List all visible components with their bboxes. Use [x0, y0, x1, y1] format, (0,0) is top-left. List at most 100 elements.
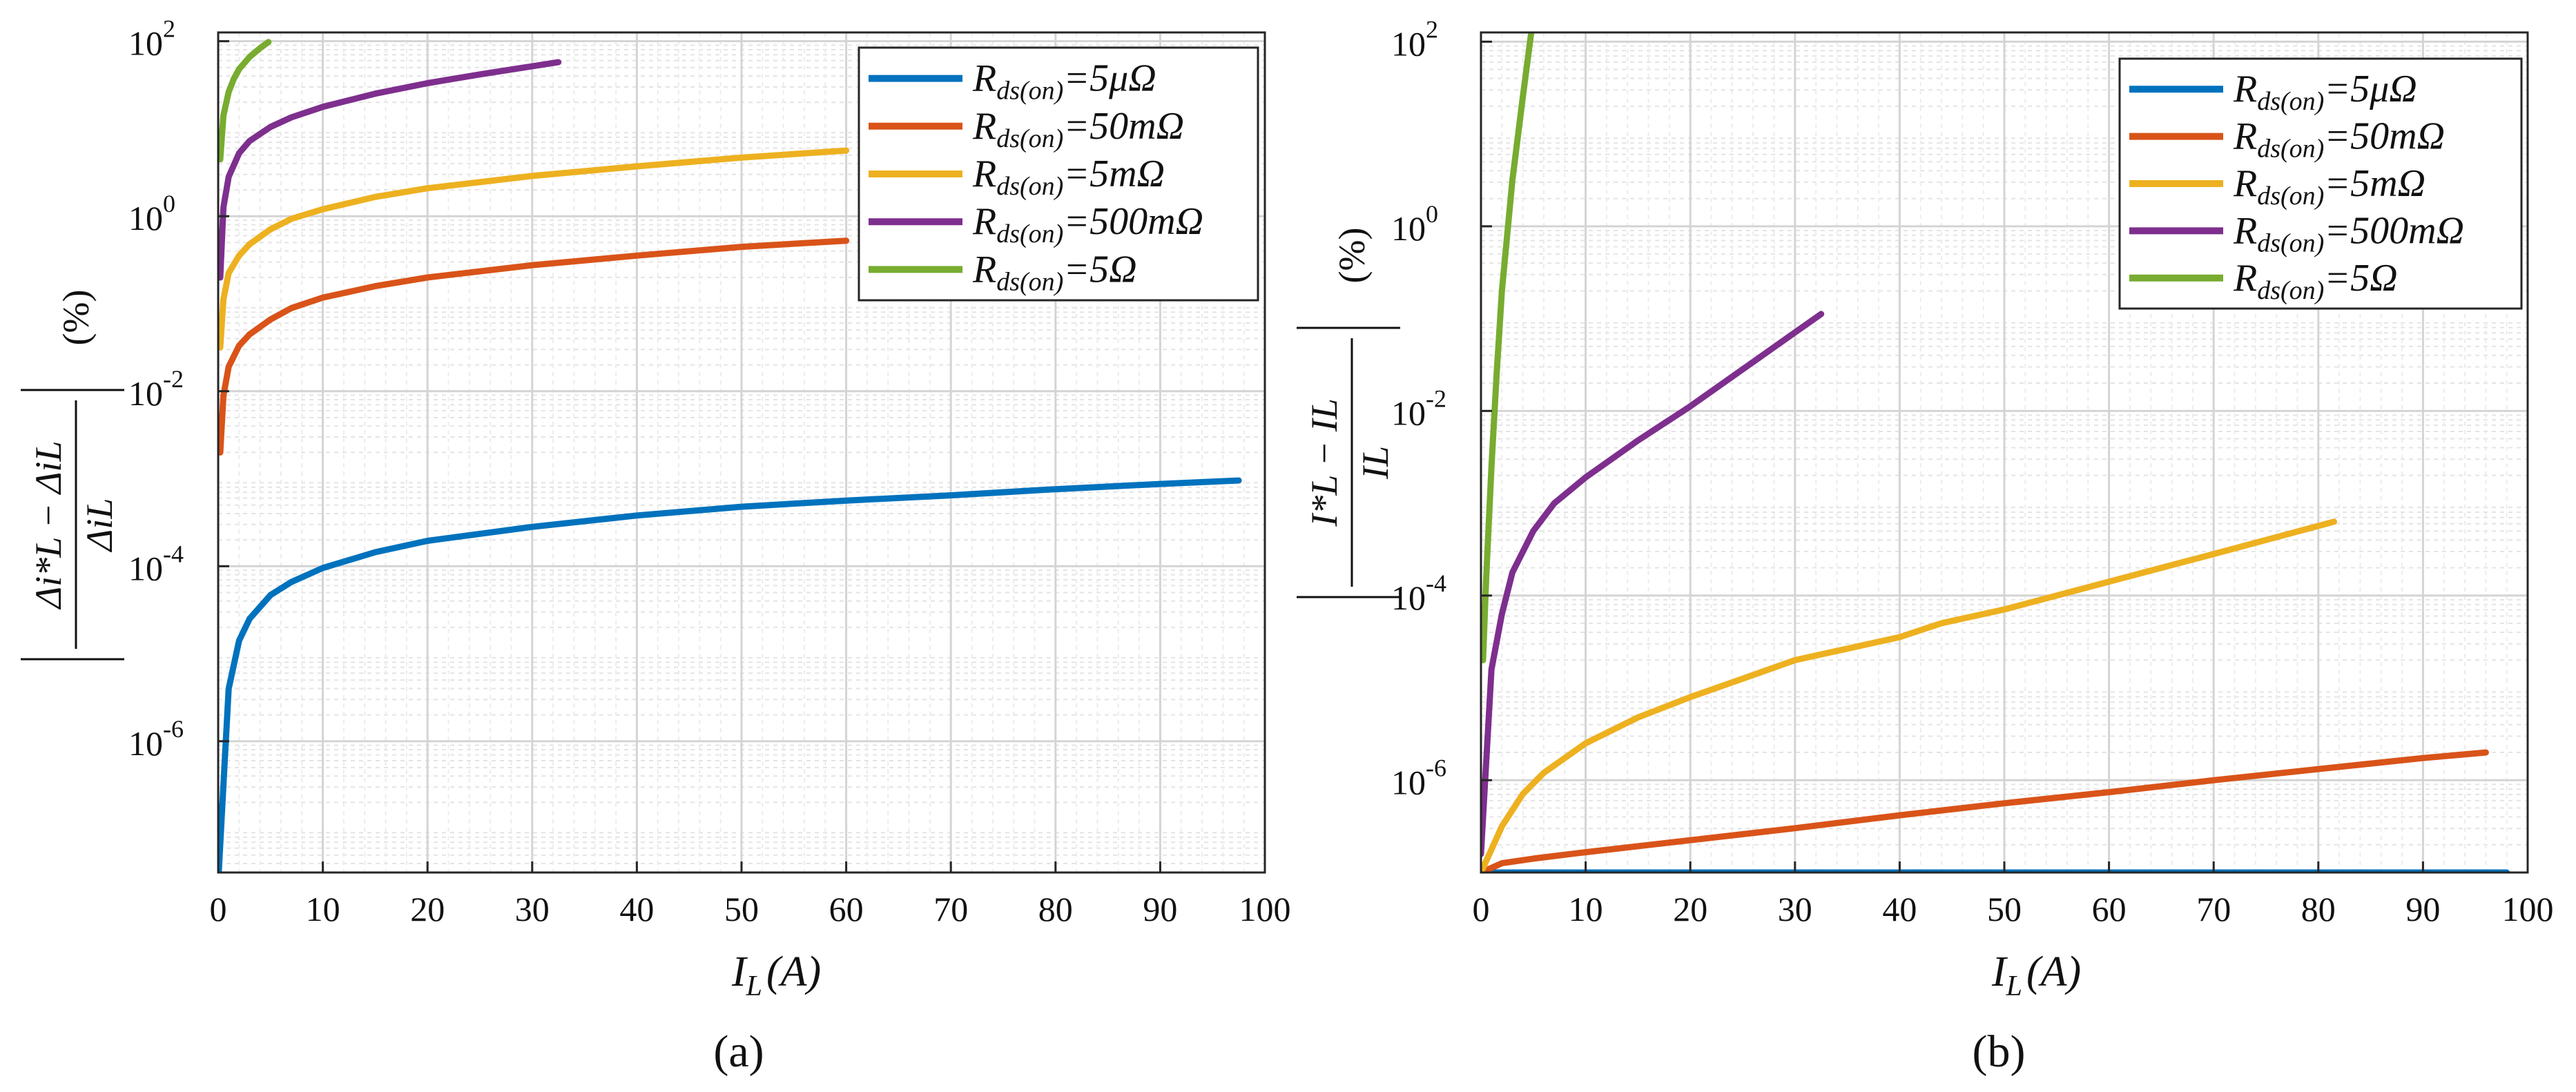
y-tick-label: 102: [128, 15, 175, 63]
y-tick-base: 10: [128, 549, 163, 587]
x-tick-label: 70: [2196, 890, 2231, 928]
y-tick-base: 10: [128, 199, 163, 237]
x-tick-label: 40: [619, 890, 654, 928]
y-tick-label: 100: [128, 190, 175, 237]
legend-entry: Rds(on)=50mΩ: [2233, 115, 2445, 164]
x-tick-label: 30: [515, 890, 550, 928]
y-tick-exponent: 0: [1426, 200, 1438, 228]
legend-label-main: R: [2233, 162, 2257, 205]
chart-panel-b: 0 10 20 30 40 50 60 70 80 90 10010210010-210-410-6…: [1297, 15, 2554, 1077]
y-tick-base: 10: [1391, 209, 1426, 248]
y-label-unit: (%): [55, 290, 97, 346]
legend-label-main: R: [2233, 68, 2257, 110]
series-line: [1481, 518, 2337, 872]
legend-label-sub: ds(on): [996, 77, 1063, 106]
legend-entry: Rds(on)=5μΩ: [2233, 68, 2417, 116]
x-axis-label: IL(A): [731, 948, 821, 1002]
y-tick-label: 10-2: [1391, 384, 1446, 432]
series-line: [218, 39, 272, 163]
y-tick-exponent: -6: [163, 715, 184, 743]
y-tick-base: 10: [1391, 763, 1426, 801]
legend-label-value: =5mΩ: [1063, 153, 1165, 195]
legend-label-sub: ds(on): [996, 172, 1063, 201]
x-tick-label: 100: [2502, 890, 2554, 928]
legend-label-value: =500mΩ: [2324, 209, 2464, 252]
y-tick-exponent: -6: [1426, 754, 1446, 781]
x-label-main: I: [1991, 948, 2008, 995]
legend-label-sub: ds(on): [996, 124, 1063, 153]
y-tick-label: 10-6: [1391, 754, 1446, 801]
x-tick-label: 60: [2092, 890, 2127, 928]
legend-entry: Rds(on)=500mΩ: [972, 200, 1203, 248]
y-tick-label: 102: [1391, 15, 1438, 63]
legend: Rds(on)=5μΩRds(on)=50mΩRds(on)=5mΩRds(on…: [2118, 57, 2523, 310]
x-tick-label: 10: [306, 890, 340, 928]
legend-label-sub: ds(on): [2257, 87, 2324, 116]
y-label-numerator: Δi*L − ΔiL: [28, 441, 69, 610]
x-tick-label: 80: [2301, 890, 2336, 928]
x-tick-label: 0: [210, 890, 227, 928]
series-group: [218, 39, 1242, 872]
series-line: [218, 147, 850, 351]
y-tick-label: 10-6: [128, 715, 184, 763]
legend-label-value: =500mΩ: [1063, 200, 1203, 243]
x-tick-label: 0: [1473, 890, 1490, 928]
legend-label-value: =50mΩ: [2324, 115, 2445, 158]
y-axis-label: Δi*L − ΔiL ΔiL (%): [21, 290, 124, 661]
y-tick-exponent: -2: [163, 365, 184, 393]
y-tick-base: 10: [128, 24, 163, 63]
legend-entry: Rds(on)=5Ω: [2233, 257, 2398, 305]
legend-label-value: =5mΩ: [2324, 162, 2425, 205]
x-tick-label: 10: [1569, 890, 1603, 928]
legend-entry: Rds(on)=5mΩ: [972, 153, 1165, 201]
legend-label-main: R: [972, 105, 996, 148]
legend-entry: Rds(on)=500mΩ: [2233, 209, 2464, 257]
series-group: [1481, 32, 2510, 872]
legend-label-sub: ds(on): [2257, 135, 2324, 164]
x-tick-label: 50: [724, 890, 759, 928]
legend-entry: Rds(on)=5mΩ: [2233, 162, 2425, 211]
x-label-sub: L: [2006, 971, 2022, 1002]
x-label-sub: L: [746, 971, 762, 1002]
legend-label-main: R: [2233, 209, 2257, 252]
y-tick-base: 10: [1391, 24, 1426, 63]
y-tick-base: 10: [128, 724, 163, 763]
y-tick-exponent: 2: [163, 15, 175, 43]
legend-label-value: =5μΩ: [1063, 57, 1156, 100]
y-tick-base: 10: [128, 374, 163, 413]
legend-entry: Rds(on)=50mΩ: [972, 105, 1184, 153]
legend-label-main: R: [972, 248, 996, 291]
panel-tag: (a): [713, 1026, 764, 1077]
legend-label-main: R: [972, 200, 996, 243]
legend-label-value: =5Ω: [1063, 248, 1136, 291]
x-tick-label: 40: [1882, 890, 1917, 928]
x-tick-label: 50: [1987, 890, 2022, 928]
legend-label-main: R: [972, 57, 996, 100]
legend-label-sub: ds(on): [2257, 182, 2324, 211]
x-tick-label: 60: [829, 890, 864, 928]
y-tick-exponent: -4: [163, 540, 184, 567]
x-label-unit: (A): [766, 948, 821, 995]
legend-label-main: R: [2233, 115, 2257, 158]
legend-label-sub: ds(on): [996, 267, 1063, 296]
x-axis-label: IL(A): [1991, 948, 2081, 1002]
y-label-denominator: IL: [1355, 446, 1396, 480]
legend-label-value: =5μΩ: [2324, 68, 2417, 110]
legend: Rds(on)=5μΩRds(on)=50mΩRds(on)=5mΩRds(on…: [858, 46, 1259, 302]
x-tick-label: 100: [1239, 890, 1291, 928]
series-line: [1481, 32, 1535, 663]
y-axis-label: I*L − IL IL (%): [1297, 228, 1400, 598]
x-label-main: I: [731, 948, 748, 995]
legend-label-value: =5Ω: [2324, 257, 2397, 300]
y-tick-label: 10-4: [128, 540, 184, 587]
x-tick-label: 90: [2405, 890, 2440, 928]
major-grid: [1481, 32, 2528, 872]
series-line: [1481, 311, 1825, 857]
chart-panel-a: 0 10 20 30 40 50 60 70 80 90 10010210010-210-410-6…: [21, 15, 1291, 1077]
series-line: [1481, 749, 2489, 872]
x-tick-label: 90: [1143, 890, 1177, 928]
series-line: [218, 477, 1242, 872]
legend-entry: Rds(on)=5Ω: [972, 248, 1137, 296]
series-line: [218, 237, 850, 456]
